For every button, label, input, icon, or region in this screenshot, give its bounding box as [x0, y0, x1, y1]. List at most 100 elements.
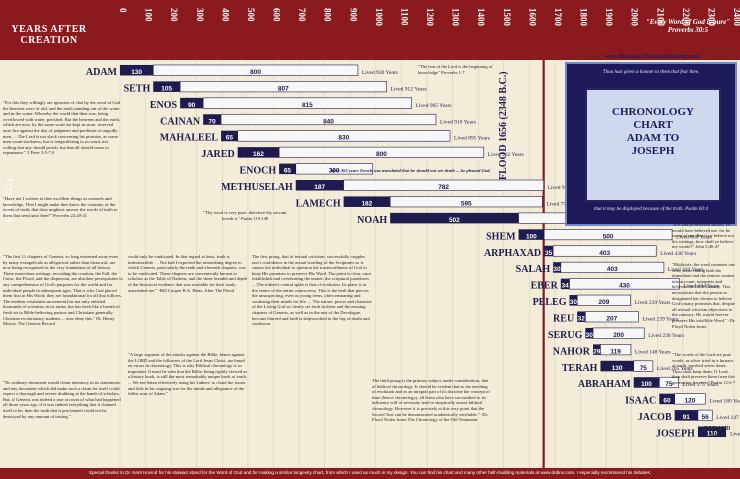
bar-first-peleg	[569, 295, 578, 306]
psalm-quote: "Thy word is very pure: therefore thy se…	[203, 210, 287, 221]
patriarch-name-lamech: LAMECH	[296, 198, 341, 209]
bar-value-rest-shem: 500	[603, 233, 614, 240]
tick-label-2400: 2400	[732, 8, 740, 27]
patriarch-name-cainan: CAINAN	[160, 116, 201, 127]
patriarch-name-serug: SERUG	[548, 330, 583, 341]
patriarch-name-salah: SALAH	[516, 264, 551, 275]
bar-first-jacob	[674, 410, 698, 421]
patriarch-name-arphaxad: ARPHAXAD	[484, 248, 541, 259]
bar-first-adam	[120, 64, 154, 76]
bar-value-first-mahaleel: 65	[226, 135, 234, 142]
bar-first-jared	[237, 147, 280, 158]
lived-years-reu: Lived 239 Years	[642, 316, 678, 322]
lived-years-peleg: Lived 239 Years	[635, 300, 671, 306]
patriarch-name-mahaleel: MAHALEEL	[160, 133, 219, 144]
bar-rest-shem	[543, 229, 673, 241]
text-column-2: could only be vindicated. In that regard…	[128, 254, 247, 293]
lived-years-jacob: Lived 147 Years	[716, 415, 740, 421]
bar-value-first-adam: 130	[131, 69, 142, 76]
bar-rest-cainan	[220, 113, 437, 126]
bar-value-first-terah: 130	[612, 365, 623, 372]
tick-label-1400: 1400	[476, 8, 486, 27]
patriarch-name-reu: REU	[553, 313, 574, 324]
bar-value-first-methuselah: 187	[314, 184, 325, 191]
patriarch-name-abraham: ABRAHAM	[578, 379, 631, 390]
bar-value-first-nahor: 29	[593, 348, 601, 355]
lived-years-terah: Lived 205 Years	[657, 366, 693, 372]
lived-years-abraham: Lived 175 Years	[682, 382, 718, 388]
lived-years-arphaxad: Lived 438 Years	[660, 251, 696, 257]
lived-years-lamech: Lived 777 Years	[546, 201, 582, 207]
lived-years-nahor: Lived 148 Years	[635, 349, 671, 355]
patriarch-name-joseph: JOSEPH	[656, 429, 695, 440]
tick-label-2100: 2100	[655, 8, 665, 27]
tick-label-800: 800	[323, 8, 333, 22]
bar-first-shem	[518, 229, 545, 240]
text-column-4: The third prong is the primary subject u…	[372, 378, 490, 423]
lived-years-joseph: Lived 110 Years	[730, 432, 740, 438]
patriarch-name-terah: TERAH	[562, 363, 598, 374]
bar-value-rest-nahor: 119	[610, 348, 621, 355]
right-quote-3: "The words of the Lord are pure words: a…	[672, 352, 736, 385]
bar-rest-enoch	[295, 163, 373, 175]
patriarch-name-enos: ENOS	[150, 100, 178, 111]
flood-date-label: FLOOD 1656 (2348 B.C.)	[498, 71, 509, 181]
banner-title-line2: CHART	[633, 119, 673, 131]
bar-rest-adam	[152, 64, 359, 76]
lived-years-isaac: Lived 180 Years	[709, 399, 740, 405]
bar-rest-methuselah	[343, 179, 544, 191]
bar-value-rest-abraham: 75	[665, 381, 673, 388]
bar-first-nahor	[593, 344, 601, 355]
tick-label-900: 900	[348, 8, 358, 22]
bar-rest-seth	[179, 81, 387, 93]
bar-first-terah	[600, 360, 634, 372]
bar-value-first-noah: 502	[449, 217, 460, 224]
lived-years-shem: Lived 600 Years	[676, 234, 712, 240]
patriarch-name-enoch: ENOCH	[239, 166, 276, 177]
patriarch-name-peleg: PELEG	[533, 297, 567, 308]
text-column-1: "The first 11 chapters of Genesis, so lo…	[3, 254, 123, 327]
bar-first-noah	[390, 212, 519, 224]
lived-years-serug: Lived 230 Years	[648, 333, 684, 339]
patriarch-name-methuselah: METHUSELAH	[221, 182, 293, 193]
bar-first-isaac	[659, 393, 675, 405]
lived-years-cainan: Lived 910 Years	[440, 119, 476, 125]
bar-first-methuselah	[295, 180, 344, 191]
bar-first-abraham	[633, 377, 660, 388]
bar-rest-reu	[585, 311, 639, 323]
tick-label-1100: 1100	[399, 8, 409, 26]
bar-value-rest-jacob: 56	[701, 414, 709, 421]
years-after-creation-title: YEARS AFTER CREATION	[11, 24, 87, 46]
tick-label-400: 400	[220, 8, 230, 22]
bar-value-rest-methuselah: 782	[438, 184, 449, 191]
bar-value-first-jared: 162	[253, 151, 264, 158]
patriarch-name-eber: EBER	[531, 281, 559, 292]
text-column-2b: "A large segment of the attacks against …	[128, 352, 248, 397]
patriarch-name-isaac: ISAAC	[625, 396, 656, 407]
lived-years-jared: Lived 962 Years	[488, 152, 524, 158]
tick-label-200: 200	[169, 8, 179, 22]
tick-label-1200: 1200	[425, 8, 435, 27]
tick-label-1700: 1700	[553, 8, 563, 27]
patriarch-name-shem: SHEM	[486, 231, 516, 242]
tick-label-2000: 2000	[630, 8, 640, 27]
banner-bottom-verse: that it may be displayed because of the …	[593, 207, 708, 212]
lived-years-salah: Lived 433 Years	[668, 267, 704, 273]
bar-value-first-jacob: 91	[683, 414, 691, 421]
bar-value-first-serug: 30	[586, 332, 594, 339]
bar-rest-peleg	[576, 294, 631, 306]
bar-first-enoch	[279, 163, 296, 175]
bar-value-rest-seth: 807	[278, 85, 289, 92]
lived-years-seth: Lived 912 Years	[391, 86, 427, 92]
banner-title-line3: ADAM TO	[626, 132, 680, 144]
enoch-note: After 365 years Enoch was translated tha…	[330, 168, 491, 173]
tick-label-600: 600	[272, 8, 282, 22]
patriarch-name-seth: SETH	[124, 83, 151, 94]
bar-value-first-lamech: 182	[361, 200, 372, 207]
tick-label-300: 300	[195, 8, 205, 22]
lived-years-eber: Lived 464 Years	[684, 284, 720, 290]
bar-rest-eber	[569, 278, 680, 290]
bar-value-first-reu: 32	[578, 315, 586, 322]
right-quote-1: "For had ye believed Moses, ye would hav…	[672, 222, 734, 250]
